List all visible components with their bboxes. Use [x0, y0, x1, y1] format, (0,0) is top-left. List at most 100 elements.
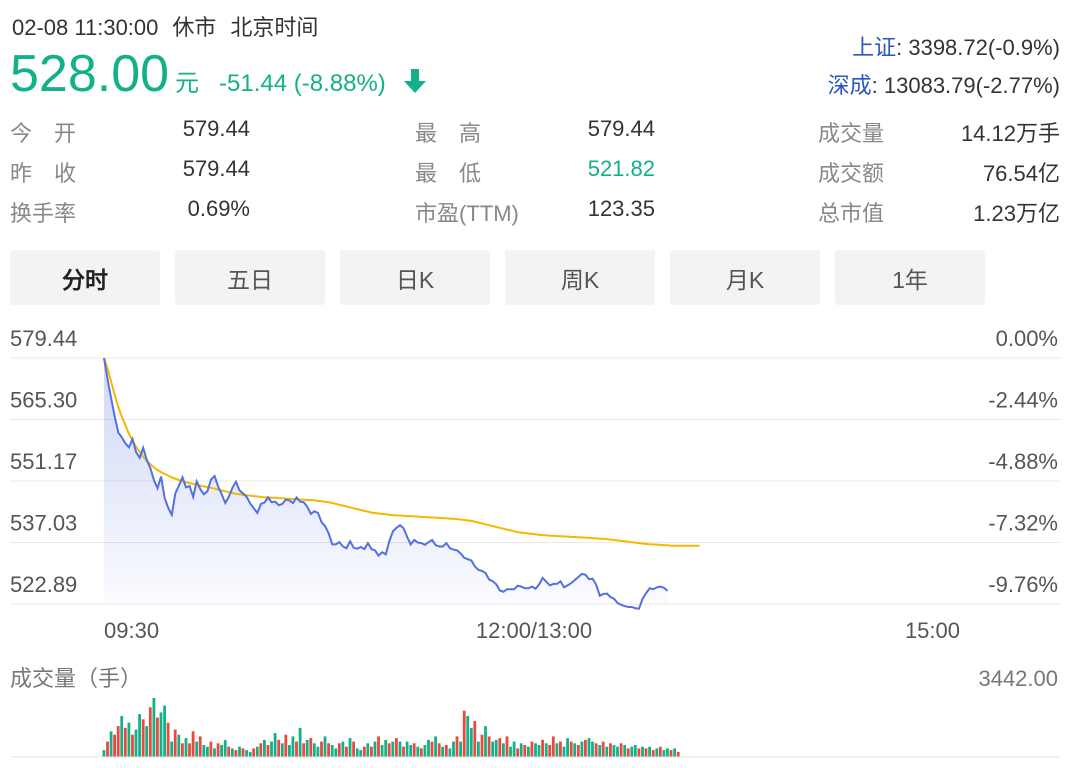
time-tick-label: 15:00: [905, 618, 960, 643]
volume-bar: [580, 741, 584, 757]
volume-bar: [530, 741, 534, 757]
volume-bar: [616, 746, 619, 757]
tab-monthly-k[interactable]: 月K: [670, 250, 820, 305]
volume-bar: [288, 745, 291, 757]
time-tick-label: 12:00/13:00: [476, 618, 592, 643]
volume-bar: [566, 738, 569, 757]
index-value: : 3398.72(-0.9%): [896, 35, 1060, 60]
volume-bar: [202, 745, 206, 757]
stat-value-prev-close: 579.44: [182, 156, 250, 181]
volume-bar: [238, 746, 241, 757]
time-axis-labels: 09:30 12:00/13:00 15:00: [104, 618, 960, 643]
volume-bar: [198, 736, 202, 757]
time-tick-label: 09:30: [104, 618, 159, 643]
index-shanghai[interactable]: 上证: 3398.72(-0.9%): [852, 30, 1060, 62]
tab-intraday[interactable]: 分时: [10, 250, 160, 305]
volume-bar: [662, 750, 666, 757]
volume-bar: [298, 727, 302, 757]
volume-bar: [601, 741, 605, 757]
volume-bar: [423, 745, 427, 757]
volume-max: 3442.00: [978, 666, 1058, 691]
volume-bar: [527, 746, 530, 757]
index-name[interactable]: 深成: [827, 73, 872, 98]
tab-weekly-k[interactable]: 周K: [505, 250, 655, 305]
volume-bar: [138, 714, 141, 757]
volume-bar: [673, 748, 676, 757]
stat-value-market-cap: 1.23万亿: [973, 201, 1060, 226]
volume-title: 成交量（手）: [10, 666, 142, 691]
volume-bar: [405, 741, 409, 757]
price-tick-label: 537.03: [10, 511, 77, 536]
volume-bar: [387, 743, 391, 757]
volume-bar: [177, 734, 181, 757]
volume-bar: [569, 741, 573, 757]
stat-value-pe: 123.35: [587, 196, 655, 221]
price-area-fill: [104, 358, 668, 609]
volume-bar: [366, 743, 370, 757]
price-tick-label: 551.17: [10, 449, 77, 474]
volume-bar: [448, 748, 452, 757]
volume-bar: [373, 741, 377, 757]
intraday-chart[interactable]: 579.44 565.30 551.17 537.03 522.89 0.00% -2.4…: [0, 318, 1080, 768]
volume-bar: [263, 739, 266, 757]
volume-bar: [548, 745, 552, 757]
volume-bar: [523, 745, 527, 757]
stat-label-volume: 成交量: [818, 121, 885, 146]
stat-label-low: 最 低: [415, 161, 482, 186]
volume-bar: [377, 736, 380, 757]
tab-daily-k[interactable]: 日K: [340, 250, 490, 305]
volume-bar: [512, 741, 516, 757]
volume-bar: [248, 751, 252, 757]
volume-bar: [241, 748, 245, 757]
volume-bar: [109, 731, 113, 757]
index-name[interactable]: 上证: [852, 35, 897, 60]
tab-five-day[interactable]: 五日: [175, 250, 325, 305]
tab-one-year[interactable]: 1年: [835, 250, 985, 305]
volume-bar: [416, 746, 420, 757]
volume-bar: [641, 746, 644, 757]
volume-bar: [644, 748, 648, 757]
volume-bar: [648, 746, 651, 757]
volume-bar: [455, 736, 459, 757]
volume-bar: [131, 734, 134, 757]
volume-bar: [598, 745, 602, 757]
volume-bar: [362, 746, 366, 757]
volume-bar: [502, 743, 505, 757]
volume-bar: [102, 750, 106, 757]
volume-bar: [152, 698, 156, 757]
volume-bar: [206, 746, 209, 757]
volume-bar: [459, 741, 462, 757]
volume-bar: [630, 746, 634, 757]
percent-axis-labels: 0.00% -2.44% -4.88% -7.32% -9.76%: [988, 326, 1058, 597]
volume-bar: [651, 750, 655, 757]
volume-bar: [191, 731, 195, 757]
volume-bar: [395, 738, 398, 757]
percent-tick-label: 0.00%: [996, 326, 1058, 351]
market-status: 休市: [172, 15, 217, 40]
volume-bar: [213, 748, 216, 757]
volume-bar: [259, 743, 263, 757]
volume-bar: [291, 736, 295, 757]
volume-bar: [555, 743, 559, 757]
price-axis-labels: 579.44 565.30 551.17 537.03 522.89: [10, 326, 77, 597]
volume-bar: [163, 705, 166, 757]
volume-bar: [666, 748, 669, 757]
volume-bar: [181, 743, 184, 757]
volume-bar: [334, 748, 338, 757]
index-shenzhen[interactable]: 深成: 13083.79(-2.77%): [828, 68, 1060, 100]
arrow-down-icon: [403, 69, 426, 93]
volume-bar: [312, 743, 316, 757]
volume-bar: [398, 741, 402, 757]
volume-bar: [573, 743, 577, 757]
volume-bar: [302, 743, 306, 757]
volume-bar: [273, 733, 277, 757]
volume-bar: [330, 745, 334, 757]
volume-bar: [309, 738, 313, 757]
volume-bar: [123, 727, 127, 757]
volume-bar: [419, 748, 423, 757]
percent-tick-label: -4.88%: [988, 449, 1058, 474]
volume-bar: [391, 741, 395, 757]
price-tick-label: 579.44: [10, 326, 77, 351]
volume-bar: [437, 743, 441, 757]
volume-bar: [480, 734, 484, 757]
